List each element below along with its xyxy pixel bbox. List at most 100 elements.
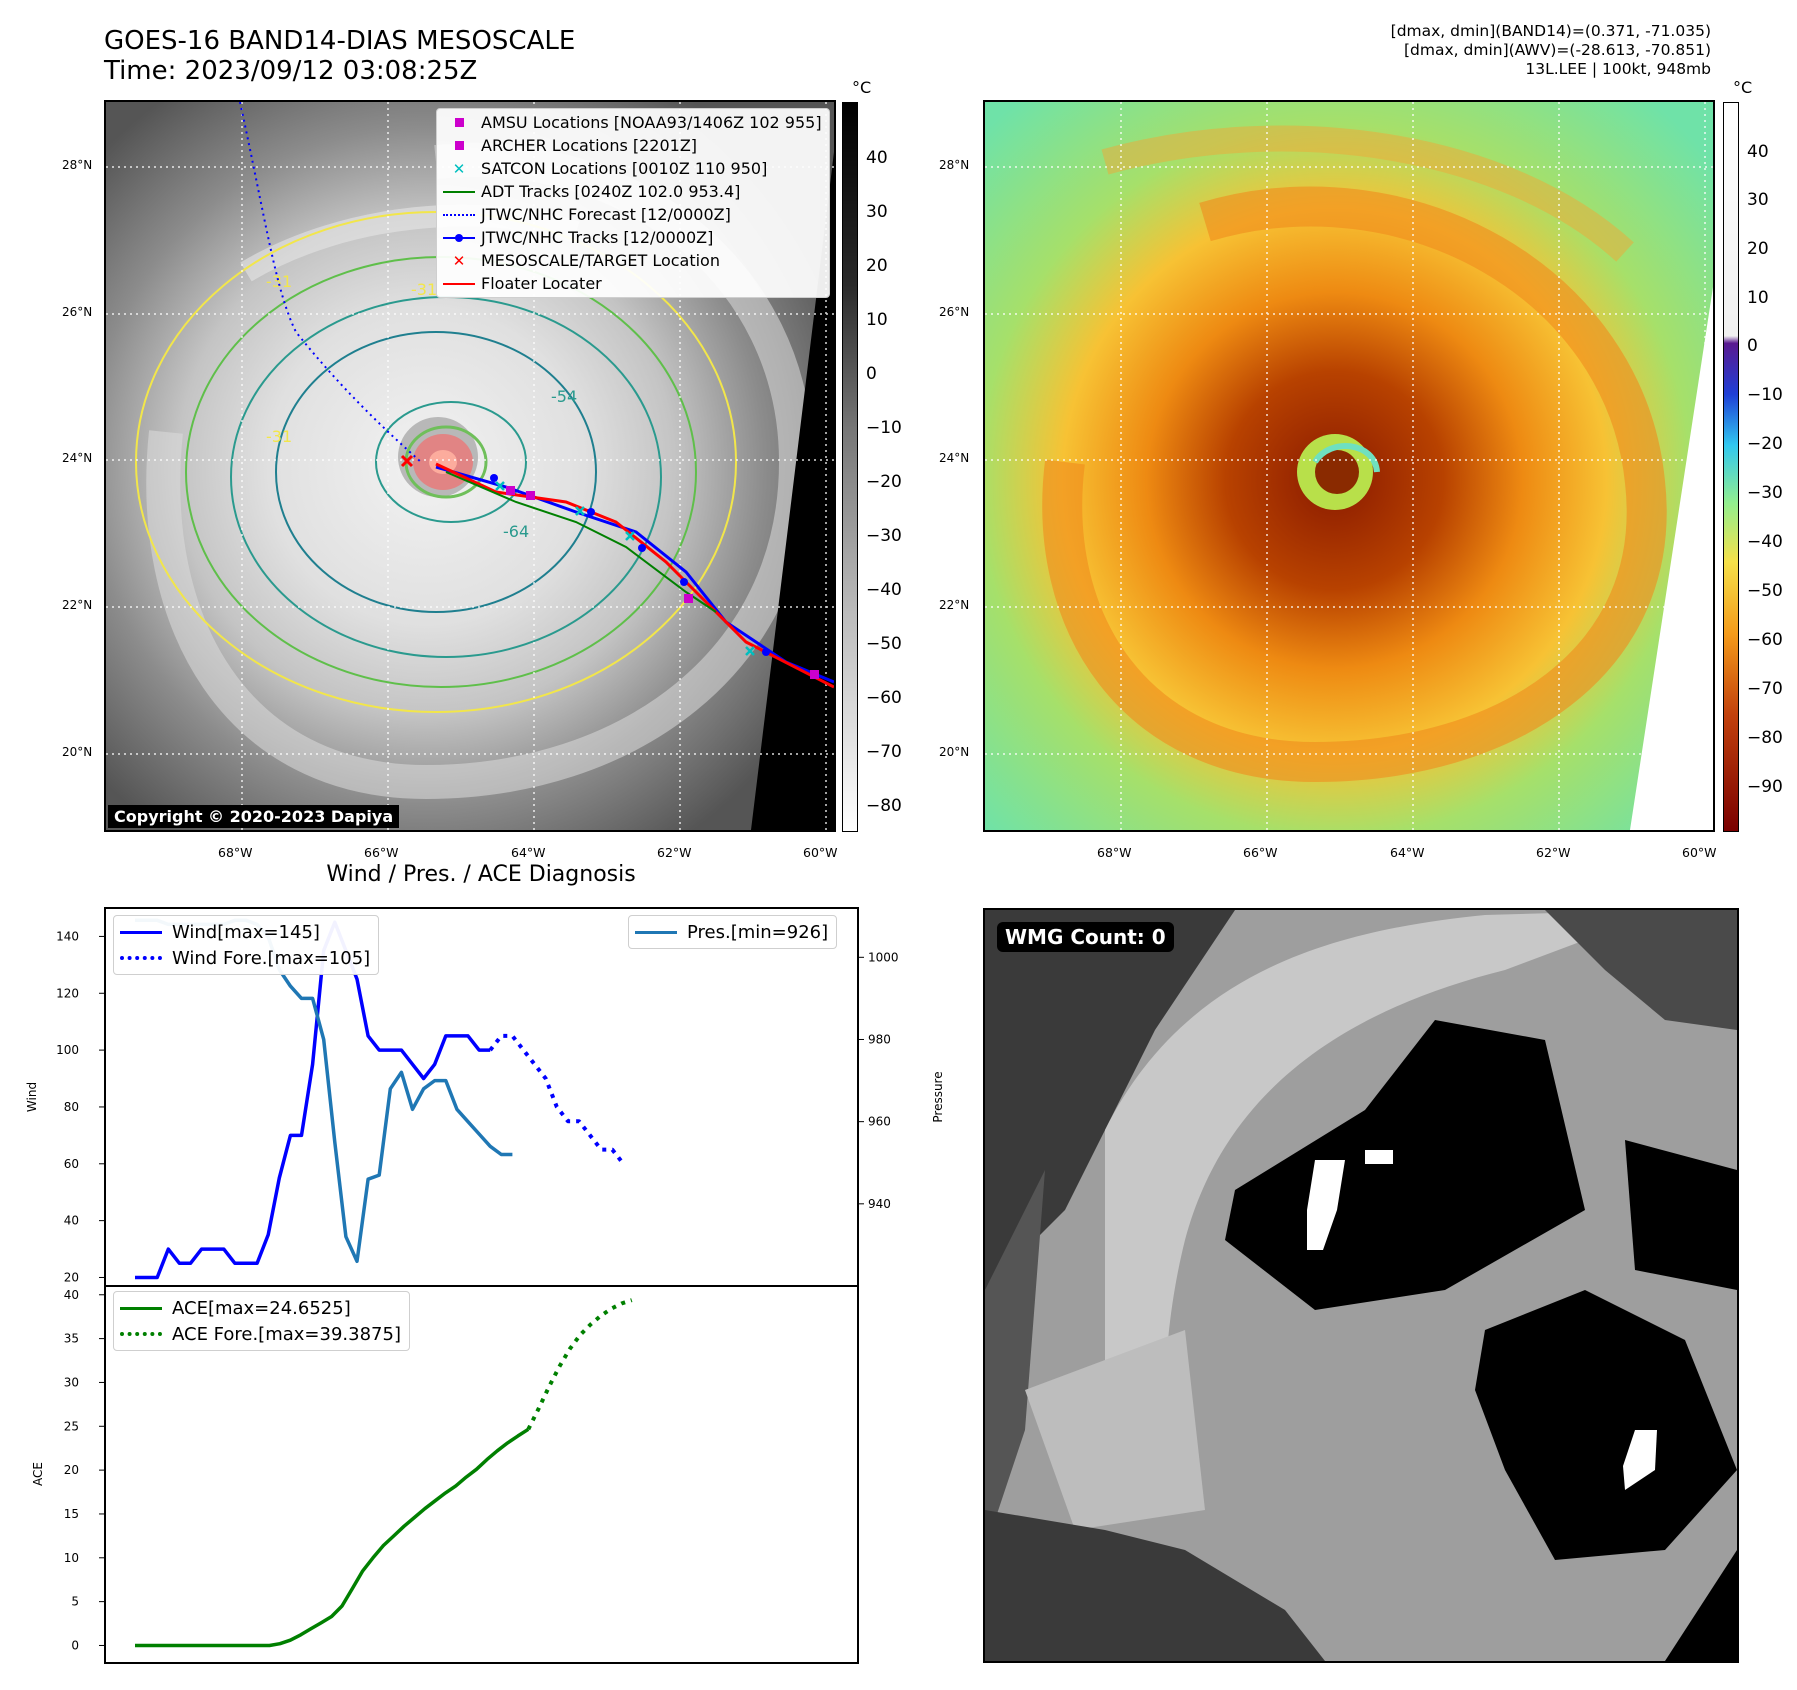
wind-pressure-plot: 20 40 60 80 100 120 140 940 960 980 1000 (56, 918, 899, 1284)
contour-label: -31 (266, 272, 292, 291)
y-tick-label: 120 (56, 986, 79, 1000)
colorbar-tick: 10 (866, 310, 888, 330)
y-tick-label: 10 (64, 1551, 79, 1565)
y2-tick-label: 1000 (868, 950, 899, 964)
map-title: GOES-16 BAND14-DIAS MESOSCALE Time: 2023… (104, 26, 575, 86)
map-title-line2: Time: 2023/09/12 03:08:25Z (104, 56, 478, 86)
map-gridlines (985, 102, 1713, 830)
legend-item: Floater Locater (437, 272, 829, 295)
colorbar-tick: −20 (866, 472, 902, 492)
colorbar-tick: 20 (1747, 239, 1769, 259)
wind-line (135, 920, 491, 1280)
colorbar-tick: −70 (1747, 679, 1783, 699)
colorbar-tick: 20 (866, 256, 888, 276)
colorbar-tick: −20 (1747, 434, 1783, 454)
y-tick-label: 20 (64, 1270, 79, 1284)
ace-axis-label: ACE (31, 1462, 45, 1486)
chart-title: Wind / Pres. / ACE Diagnosis (326, 862, 636, 887)
y-tick-label: 40 (64, 1214, 79, 1228)
colorbar-tick: −30 (866, 526, 902, 546)
legend-item: Pres.[min=926] (635, 919, 828, 945)
colorbar-tick: −30 (1747, 483, 1783, 503)
line-marker-icon (437, 272, 481, 295)
dotted-line-icon (120, 956, 162, 960)
solid-line-icon (120, 930, 162, 934)
satcon-markers (495, 481, 755, 656)
pressure-axis-label: Pressure (931, 1071, 945, 1122)
colorbar-tick: −40 (866, 580, 902, 600)
wmg-panel: WMG Count: 0 (983, 908, 1739, 1663)
ace-forecast-line (526, 1298, 633, 1431)
line-marker-icon (437, 180, 481, 203)
legend-item: AMSU Locations [NOAA93/1406Z 102 955] (437, 111, 829, 134)
solid-line-icon (120, 1306, 162, 1310)
map-title-line1: GOES-16 BAND14-DIAS MESOSCALE (104, 26, 576, 56)
colorbar-tick: −80 (1747, 728, 1783, 748)
ace-line (135, 1427, 530, 1648)
wmg-count-badge: WMG Count: 0 (997, 922, 1174, 952)
y-tick-label: 35 (64, 1332, 79, 1346)
y-tick-label: 15 (64, 1507, 79, 1521)
copyright-badge: Copyright © 2020-2023 Dapiya (108, 805, 400, 828)
x-marker-icon: ✕ (452, 159, 466, 178)
square-marker-icon (437, 111, 481, 134)
wind-axis-label: Wind (25, 1082, 39, 1112)
ace-legend: ACE[max=24.6525] ACE Fore.[max=39.3875] (113, 1291, 410, 1351)
y-tick-label: 5 (71, 1595, 79, 1609)
lon-label: 64°W (511, 845, 546, 860)
colorbar-tick: −40 (1747, 532, 1783, 552)
ace-chart-frame (104, 1285, 859, 1664)
lon-label: 68°W (1097, 845, 1132, 860)
wmg-image (985, 910, 1737, 1661)
storm-info: [dmax, dmin](BAND14)=(0.371, -71.035) [d… (1391, 22, 1711, 79)
lon-label: 62°W (1536, 845, 1571, 860)
y-tick-label: 140 (56, 929, 79, 943)
colorbar-tick: −60 (866, 688, 902, 708)
colorbar-unit: °C (1733, 78, 1753, 97)
map-legend: AMSU Locations [NOAA93/1406Z 102 955] AR… (436, 108, 830, 298)
y2-tick-label: 980 (868, 1032, 891, 1046)
legend-item: ✕ SATCON Locations [0010Z 110 950] (437, 157, 829, 180)
lat-label: 28°N (939, 158, 970, 172)
legend-item: Wind[max=145] (120, 919, 370, 945)
lat-label: 26°N (62, 305, 93, 319)
y-tick-label: 20 (64, 1463, 79, 1477)
ir-colorbar (842, 102, 858, 832)
dotted-line-icon (437, 203, 481, 226)
colorbar-tick: −50 (1747, 581, 1783, 601)
legend-item: JTWC/NHC Tracks [12/0000Z] (437, 226, 829, 249)
band14-range: [dmax, dmin](BAND14)=(0.371, -71.035) (1390, 22, 1711, 40)
colorbar-tick: −80 (866, 796, 902, 816)
lon-label: 68°W (218, 845, 253, 860)
lat-label: 20°N (939, 745, 970, 759)
y2-tick-label: 960 (868, 1115, 891, 1129)
colorbar-tick: −10 (1747, 385, 1783, 405)
lat-label: 24°N (939, 451, 970, 465)
wind-legend: Wind[max=145] Wind Fore.[max=105] (113, 915, 380, 975)
colorbar-tick: −50 (866, 634, 902, 654)
awv-map-image (985, 102, 1713, 830)
y-tick-label: 60 (64, 1157, 79, 1171)
legend-item: Wind Fore.[max=105] (120, 945, 370, 971)
y2-tick-label: 940 (868, 1197, 891, 1211)
colorbar-tick: 0 (1747, 336, 1758, 356)
lon-label: 60°W (803, 845, 838, 860)
lat-label: 24°N (62, 451, 93, 465)
contour-label: -64 (503, 522, 529, 541)
lat-label: 22°N (939, 598, 970, 612)
wind-forecast-line (488, 1033, 625, 1166)
awv-range: [dmax, dmin](AWV)=(-28.613, -70.851) (1404, 41, 1711, 59)
amsu-markers (506, 486, 819, 679)
lat-label: 28°N (62, 158, 93, 172)
colorbar-tick: 30 (866, 202, 888, 222)
square-marker-icon (437, 134, 481, 157)
lon-label: 66°W (1243, 845, 1278, 860)
colorbar-tick: −90 (1747, 777, 1783, 797)
line-dot-icon (437, 226, 481, 249)
dotted-line-icon (120, 1332, 162, 1336)
ace-plot: 0 5 10 15 20 25 30 35 40 (64, 1288, 633, 1652)
y-tick-label: 0 (71, 1638, 79, 1652)
lon-label: 60°W (1682, 845, 1717, 860)
track-point-markers (490, 474, 770, 656)
